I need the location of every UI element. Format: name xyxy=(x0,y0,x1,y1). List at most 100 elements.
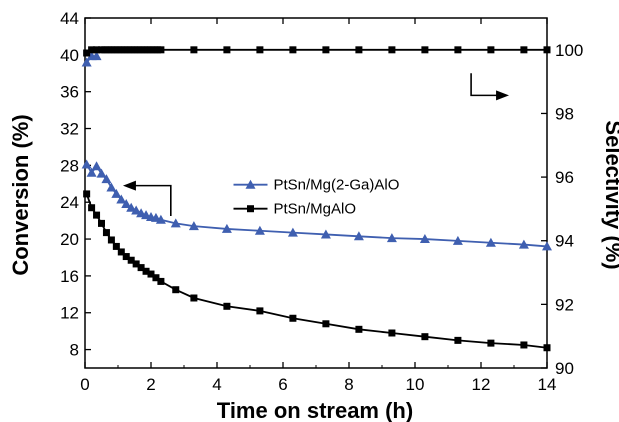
x-tick-label: 2 xyxy=(146,375,155,394)
data-point-triangle xyxy=(116,194,127,204)
data-point-triangle xyxy=(170,218,181,228)
axis-arrows xyxy=(122,73,510,217)
data-point-square xyxy=(223,46,231,54)
legend-label: PtSn/Mg(2-Ga)AlO xyxy=(274,177,400,194)
data-point-square xyxy=(142,267,150,275)
data-point-square xyxy=(454,336,462,344)
y-axis-title-right: Selectivity (%) xyxy=(601,120,619,269)
series-selectivity-3 xyxy=(83,46,551,57)
data-point-square xyxy=(355,46,363,54)
arrow-left-to-conversion xyxy=(134,184,172,217)
y-right-tick-label: 100 xyxy=(555,41,583,60)
y-left-tick-label: 32 xyxy=(60,120,79,139)
data-point-square xyxy=(172,286,180,294)
data-point-square xyxy=(107,236,115,244)
data-point-square xyxy=(88,46,96,54)
data-point-square xyxy=(112,242,120,250)
x-axis-title: Time on stream (h) xyxy=(217,398,413,422)
x-tick-label: 4 xyxy=(212,375,221,394)
data-point-triangle xyxy=(353,231,364,241)
series-ptsn-mg-2-ga-alo xyxy=(81,159,552,251)
legend: PtSn/Mg(2-Ga)AlO PtSn/MgAlO xyxy=(233,177,400,218)
y-left-tick-label: 16 xyxy=(60,267,79,286)
data-point-square xyxy=(190,294,198,302)
x-tick-label: 12 xyxy=(472,375,491,394)
data-point-square xyxy=(543,46,551,54)
data-point-square xyxy=(388,46,396,54)
y-left-tick-label: 28 xyxy=(60,156,79,175)
y-right-tick-label: 92 xyxy=(555,295,574,314)
data-point-triangle xyxy=(386,233,397,243)
y-right-tick-label: 98 xyxy=(555,104,574,123)
data-point-triangle xyxy=(91,51,102,61)
data-point-triangle xyxy=(91,161,102,171)
data-point-triangle xyxy=(96,168,107,178)
data-point-square xyxy=(152,274,160,282)
data-point-square xyxy=(322,320,330,328)
data-point-triangle xyxy=(126,202,137,212)
data-point-square xyxy=(256,307,264,315)
arrow-right-to-selectivity xyxy=(470,73,498,97)
data-point-triangle xyxy=(121,199,132,209)
y-right-tick-label: 96 xyxy=(555,168,574,187)
data-point-square xyxy=(98,219,105,227)
series-selectivity-2 xyxy=(81,51,102,67)
y-left-tick-label: 8 xyxy=(70,341,79,360)
data-point-square xyxy=(520,46,528,54)
y-left-tick-label: 40 xyxy=(60,46,79,65)
data-point-triangle xyxy=(155,214,166,224)
data-point-triangle xyxy=(81,159,92,169)
data-point-square xyxy=(93,211,101,219)
x-tick-label: 0 xyxy=(80,375,89,394)
data-point-triangle xyxy=(86,167,97,177)
data-point-triangle xyxy=(188,221,199,231)
data-point-square xyxy=(520,341,528,349)
x-tick-label: 10 xyxy=(406,375,425,394)
y-left-tick-label: 20 xyxy=(60,230,79,249)
y-left-tick-label: 24 xyxy=(60,193,79,212)
data-point-square xyxy=(132,260,140,268)
data-point-square xyxy=(122,253,130,261)
legend-entry: PtSn/Mg(2-Ga)AlO xyxy=(233,177,400,194)
data-point-square xyxy=(88,204,96,212)
data-point-square xyxy=(256,46,264,54)
data-point-square xyxy=(421,333,429,341)
data-point-triangle xyxy=(419,234,430,244)
data-point-square xyxy=(117,248,125,256)
data-point-square xyxy=(137,264,145,272)
x-tick-label: 6 xyxy=(278,375,287,394)
x-tick-label: 8 xyxy=(344,375,353,394)
data-point-triangle xyxy=(320,229,331,239)
data-point-square xyxy=(83,190,91,198)
arrow-head-right xyxy=(496,90,510,101)
data-point-square xyxy=(157,277,165,285)
data-point-square xyxy=(543,344,551,352)
data-point-square xyxy=(190,46,198,54)
data-point-triangle xyxy=(106,182,117,192)
series-group xyxy=(81,46,552,352)
data-point-square xyxy=(355,325,363,333)
data-point-triangle xyxy=(101,174,112,184)
data-point-square xyxy=(83,49,91,57)
data-point-square xyxy=(102,229,110,237)
data-point-square xyxy=(388,329,396,337)
data-point-square xyxy=(487,46,495,54)
data-point-triangle xyxy=(81,57,92,67)
data-point-square xyxy=(454,46,462,54)
data-point-square xyxy=(127,256,135,264)
series-ptsn-mgalo xyxy=(83,190,551,352)
data-point-triangle xyxy=(221,223,232,233)
data-point-triangle xyxy=(542,241,552,251)
y-left-tick-label: 36 xyxy=(60,83,79,102)
data-point-square xyxy=(289,46,297,54)
data-point-square xyxy=(93,46,101,54)
y-right-tick-label: 90 xyxy=(555,359,574,378)
data-point-triangle xyxy=(254,225,265,235)
data-point-triangle xyxy=(518,239,529,249)
data-point-triangle xyxy=(131,205,142,215)
data-point-square xyxy=(157,46,165,54)
data-point-square xyxy=(487,339,495,347)
